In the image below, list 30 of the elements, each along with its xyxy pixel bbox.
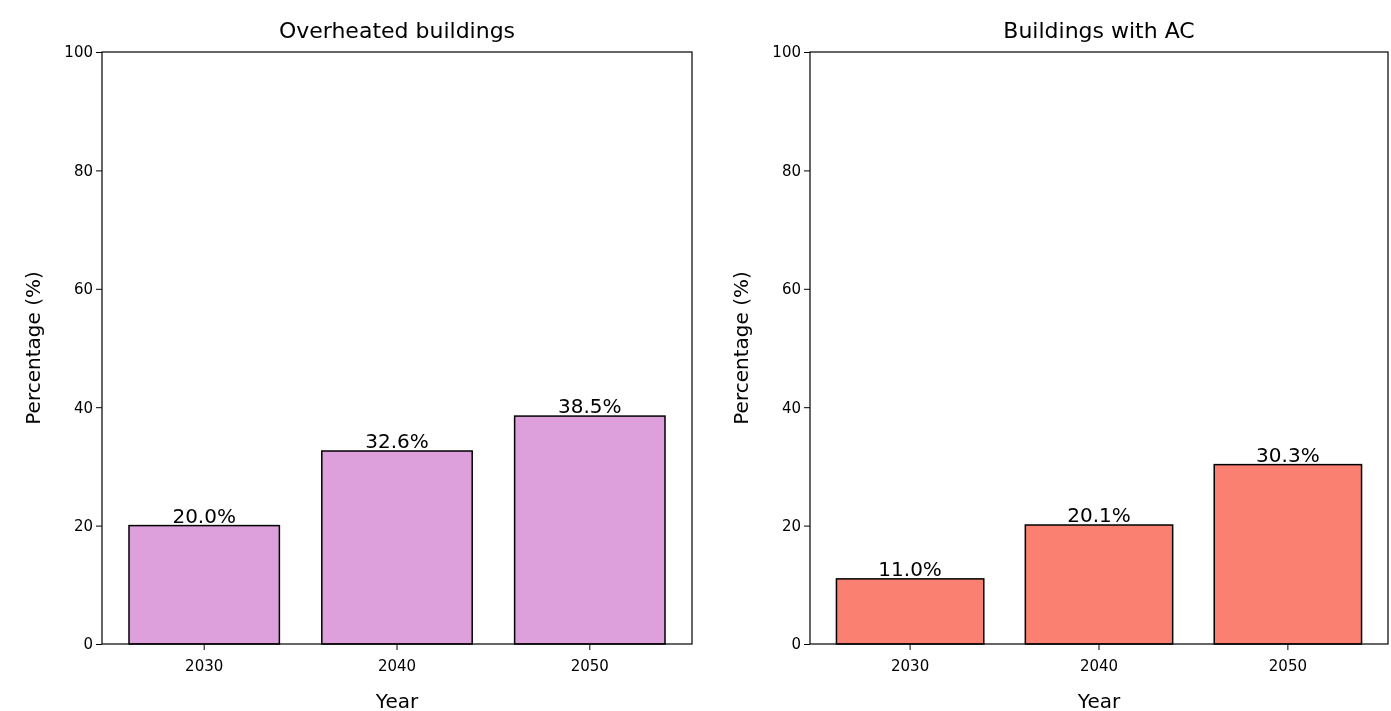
y-tick-label: 100 [64,43,93,62]
y-axis-title: Percentage (%) [21,271,45,425]
y-tick-label: 0 [791,635,801,654]
data-label: 20.1% [1067,503,1131,528]
x-tick-label: 2050 [1268,657,1307,675]
chart-title: Buildings with AC [1003,18,1195,43]
y-axis-title: Percentage (%) [729,271,753,425]
y-tick-label: 60 [73,280,93,299]
x-tick-label: 2030 [891,657,930,675]
x-tick-label: 2030 [185,657,224,675]
x-tick-label: 2050 [570,657,609,675]
y-tick-label: 40 [781,398,801,417]
x-axis-title: Year [1076,689,1121,711]
data-label: 20.0% [172,503,236,528]
data-label: 38.5% [558,394,622,419]
x-tick-label: 2040 [377,657,417,675]
x-axis-title: Year [374,689,419,711]
y-tick-label: 40 [73,398,93,417]
y-tick-label: 60 [781,280,801,299]
y-tick-label: 20 [781,516,801,535]
data-label: 32.6% [365,429,429,454]
y-tick-label: 20 [73,516,93,535]
x-tick-label: 2040 [1079,657,1119,675]
y-tick-label: 80 [73,161,93,180]
y-tick-label: 100 [772,43,801,62]
y-tick-label: 0 [83,635,93,654]
data-label: 30.3% [1256,442,1320,467]
data-label: 11.0% [878,556,942,581]
chart-title: Overheated buildings [278,18,516,43]
y-tick-label: 80 [781,161,801,180]
